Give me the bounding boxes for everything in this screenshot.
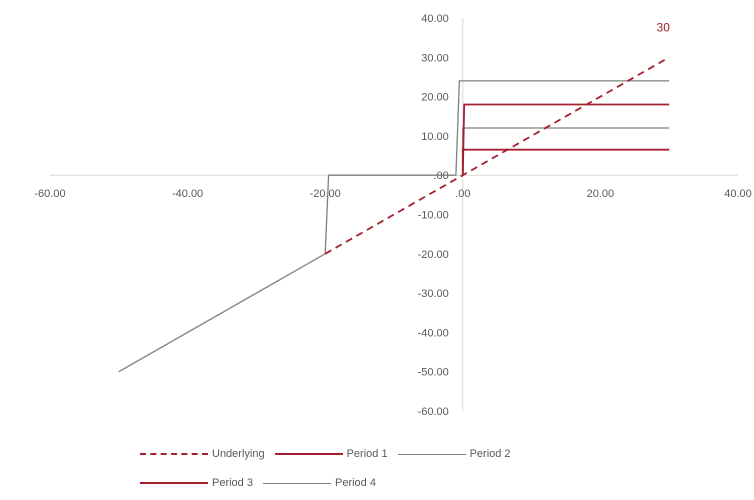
legend-item-period-4: Period 4 [262,477,376,489]
legend-row-1: Underlying Period 1 Period 2 [140,448,521,460]
legend-label-period-4: Period 4 [334,477,376,489]
y-tick-label: 40.00 [421,13,449,25]
legend-swatch-period-1 [274,453,343,455]
legend-row-2: Period 3 Period 4 [140,477,386,489]
x-tick-label: -60.00 [34,188,65,200]
chart: -60.00 -40.00 -20.00 .00 20.00 40.00 -60.00 -50… [34,13,751,418]
y-tick-label: -60.00 [418,406,449,418]
series-line-period-2 [462,127,670,176]
legend-item-underlying: Underlying [140,448,265,460]
y-tick-label: -40.00 [418,327,449,339]
series-line-underlying [324,56,670,255]
legend-swatch-period-4 [262,482,331,484]
axes: -60.00 -40.00 -20.00 .00 20.00 40.00 -60.00 -50… [34,13,751,418]
y-tick-label: 10.00 [421,131,449,143]
legend-item-period-2: Period 2 [397,448,511,460]
x-tick-label: 40.00 [724,188,752,200]
series-line-period-1 [461,148,670,176]
legend-item-period-3: Period 3 [140,477,253,489]
x-tick-label: -20.00 [310,188,341,200]
legend-label-underlying: Underlying [212,448,265,460]
series-layer [118,56,670,373]
y-tick-label: 20.00 [421,92,449,104]
legend-label-period-2: Period 2 [469,448,511,460]
legend-item-period-1: Period 1 [274,448,388,460]
series-line-period-4 [118,80,670,373]
y-tick-label: 30.00 [421,52,449,64]
y-tick-label: -10.00 [418,210,449,222]
legend-label-period-3: Period 3 [212,477,253,489]
labels-layer: 30 [657,20,671,34]
x-tick-label: 20.00 [587,188,615,200]
y-tick-label: -20.00 [418,249,449,261]
y-tick-label: -50.00 [418,367,449,379]
legend-swatch-underlying [140,453,208,455]
series-line-period-3 [461,103,670,176]
y-tick-label: .00 [434,170,449,182]
legend-swatch-period-3 [140,482,208,484]
legend-swatch-period-2 [397,453,466,455]
legend-label-period-1: Period 1 [346,448,388,460]
x-tick-label: .00 [455,188,470,200]
y-tick-label: -30.00 [418,288,449,300]
data-label: 30 [657,20,671,34]
x-tick-label: -40.00 [172,188,203,200]
